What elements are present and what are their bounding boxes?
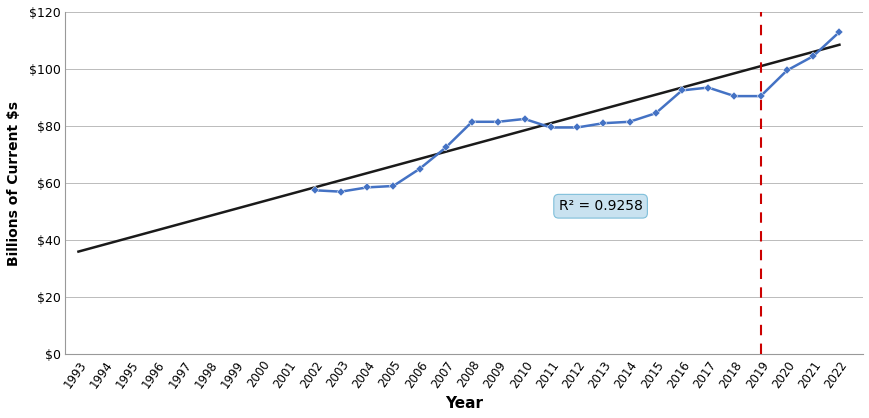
Y-axis label: Billions of Current $s: Billions of Current $s: [7, 101, 21, 265]
Text: R² = 0.9258: R² = 0.9258: [558, 199, 642, 213]
X-axis label: Year: Year: [445, 396, 482, 411]
